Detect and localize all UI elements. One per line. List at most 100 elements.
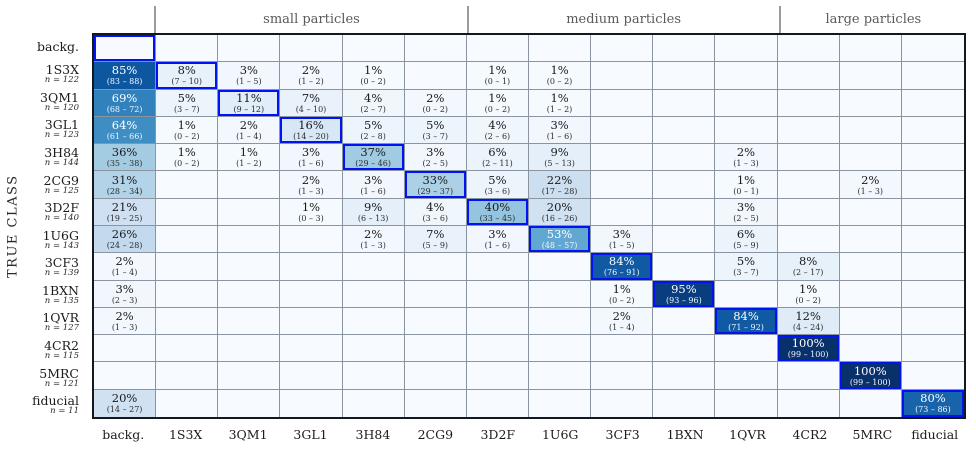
- cell-percent: 26%: [111, 227, 138, 242]
- matrix-cell: 3% (1 – 6): [342, 171, 405, 199]
- matrix-cell: 2% (1 – 3): [342, 226, 405, 254]
- cell-confidence-interval: (0 – 1): [733, 186, 759, 196]
- matrix-cell: 3% (1 – 5): [591, 226, 654, 254]
- cell-percent: 5%: [736, 254, 756, 269]
- matrix-cell: 64% (61 – 66): [94, 116, 157, 145]
- cell-percent: 1%: [177, 145, 196, 160]
- matrix-cell: 3% (1 – 6): [466, 226, 529, 254]
- cell-percent: 3%: [426, 145, 445, 160]
- col-label-1BXN: 1BXN: [666, 427, 704, 442]
- matrix-cell: 4% (3 – 6): [404, 198, 467, 226]
- cell-percent: 20%: [546, 199, 573, 214]
- cell-confidence-interval: (1 – 6): [484, 241, 511, 251]
- cell-confidence-interval: (2 – 8): [360, 131, 386, 141]
- cell-percent: 1%: [488, 63, 507, 78]
- matrix-cell: [466, 253, 529, 281]
- group-header-small: small particles: [154, 6, 466, 33]
- cell-confidence-interval: (19 – 25): [106, 213, 143, 223]
- cell-percent: 40%: [484, 199, 511, 214]
- row-class-name: 3GL1: [44, 117, 79, 133]
- matrix-cell: [156, 307, 219, 336]
- cell-percent: 2%: [861, 172, 880, 187]
- matrix-cell: 95% (93 – 96): [653, 280, 716, 308]
- cell-confidence-interval: (2 – 5): [733, 213, 759, 223]
- cell-confidence-interval: (68 – 72): [106, 104, 143, 114]
- cell-confidence-interval: (1 – 5): [608, 241, 635, 251]
- cell-percent: 1%: [612, 281, 631, 296]
- cell-percent: 1%: [301, 199, 321, 214]
- cell-percent: 2%: [612, 308, 631, 323]
- matrix-cell: [342, 280, 405, 308]
- cell-confidence-interval: (29 – 46): [355, 159, 391, 169]
- row-class-name: 3QM1: [40, 89, 79, 105]
- matrix-cell: [218, 362, 281, 390]
- cell-confidence-interval: (33 – 45): [479, 213, 516, 223]
- cell-percent: 3%: [488, 227, 507, 242]
- cell-percent: 1%: [799, 281, 818, 296]
- cell-percent: 1%: [364, 63, 383, 78]
- row-label-1QVR: 1QVR n = 127: [0, 309, 86, 337]
- matrix-cell: [280, 35, 343, 63]
- matrix-cell: [280, 362, 343, 390]
- matrix-cell: [715, 389, 778, 417]
- matrix-cell: 100% (99 – 100): [839, 362, 902, 390]
- matrix-cell: [404, 35, 467, 63]
- row-label-3D2F: 3D2F n = 140: [0, 198, 86, 226]
- cell-confidence-interval: (3 – 6): [422, 213, 449, 223]
- matrix-cell: 3% (2 – 5): [404, 144, 467, 172]
- cell-percent: 2%: [239, 117, 258, 132]
- matrix-cell: [839, 62, 902, 90]
- col-label-4CR2: 4CR2: [792, 427, 828, 442]
- cell-percent: 1%: [488, 90, 507, 105]
- cell-percent: 80%: [920, 391, 946, 406]
- col-label-1S3X: 1S3X: [168, 427, 203, 442]
- matrix-cell: 2% (1 – 4): [218, 116, 281, 145]
- matrix-cell: 2% (1 – 3): [839, 171, 902, 199]
- matrix-cell: [715, 362, 778, 390]
- cell-percent: 20%: [111, 391, 138, 406]
- matrix-cell: [777, 171, 840, 199]
- matrix-cell: 2% (1 – 4): [591, 307, 654, 336]
- matrix-cell: 3% (2 – 5): [715, 198, 778, 226]
- row-sample-count: n = 122: [44, 75, 79, 86]
- matrix-cell: 53% (48 – 57): [528, 226, 592, 254]
- matrix-cell: [777, 226, 840, 254]
- cell-confidence-interval: (0 – 2): [608, 295, 635, 305]
- matrix-cell: 2% (1 – 3): [280, 171, 343, 199]
- row-label-backg: backg.: [0, 33, 86, 61]
- cell-confidence-interval: (2 – 7): [360, 104, 386, 114]
- matrix-cell: [280, 389, 343, 417]
- cell-confidence-interval: (4 – 10): [295, 104, 327, 114]
- cell-percent: 3%: [550, 117, 569, 132]
- cell-percent: 69%: [111, 90, 138, 105]
- matrix-cell: 2% (1 – 3): [94, 307, 157, 336]
- matrix-cell: [839, 253, 902, 281]
- col-label-1U6G: 1U6G: [541, 427, 579, 442]
- cell-percent: 3%: [364, 172, 383, 187]
- cell-percent: 95%: [671, 281, 697, 296]
- cell-percent: 84%: [733, 308, 759, 323]
- matrix-cell: [901, 362, 964, 390]
- matrix-cell: [528, 335, 592, 363]
- matrix-cell: 3% (1 – 6): [280, 144, 343, 172]
- cell-percent: 2%: [301, 63, 321, 78]
- cell-confidence-interval: (83 – 88): [106, 77, 143, 87]
- matrix-cell: [715, 335, 778, 363]
- matrix-cell: [280, 226, 343, 254]
- cell-percent: 1%: [550, 90, 569, 105]
- cell-confidence-interval: (1 – 2): [546, 104, 573, 114]
- matrix-cell: [218, 253, 281, 281]
- matrix-cell: 2% (1 – 4): [94, 253, 157, 281]
- matrix-cell: 4% (2 – 6): [466, 116, 529, 145]
- matrix-cell: [839, 280, 902, 308]
- matrix-cell: 33% (29 – 37): [404, 171, 467, 199]
- cell-percent: 16%: [298, 117, 324, 132]
- matrix-cell: [715, 35, 778, 63]
- matrix-cell: [528, 389, 592, 417]
- matrix-cell: [342, 253, 405, 281]
- matrix-cell: 7% (5 – 9): [404, 226, 467, 254]
- cell-confidence-interval: (1 – 3): [733, 159, 759, 169]
- cell-percent: 3%: [612, 227, 631, 242]
- matrix-cell: 2% (1 – 3): [715, 144, 778, 172]
- matrix-cell: [280, 335, 343, 363]
